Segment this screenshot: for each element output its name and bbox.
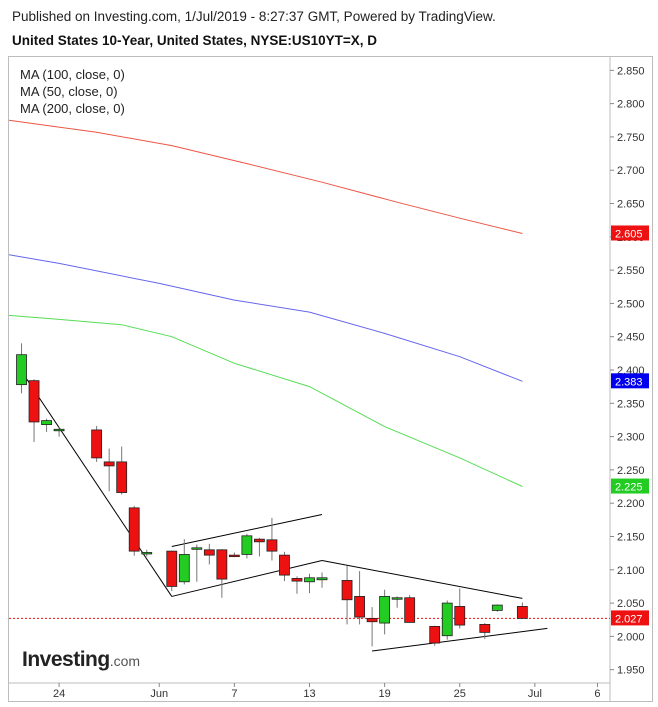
candle-body xyxy=(379,596,391,624)
y-tick-label: 2.850 xyxy=(617,65,645,77)
candle-body xyxy=(28,380,40,423)
price-label: 2.605 xyxy=(611,225,649,241)
price-label: 2.027 xyxy=(611,610,649,626)
candle-body xyxy=(116,461,128,493)
y-tick-label: 2.500 xyxy=(617,298,645,310)
candle-body xyxy=(203,549,215,556)
y-tick-label: 1.950 xyxy=(617,665,645,677)
candle-body xyxy=(516,606,528,619)
investing-logo: Investing.com xyxy=(22,648,140,672)
y-tick-label: 2.100 xyxy=(617,565,645,577)
candle-body xyxy=(404,597,416,623)
y-tick-label: 2.750 xyxy=(617,132,645,144)
moving-average-line xyxy=(8,119,523,234)
candle-body xyxy=(53,428,65,432)
candle-body xyxy=(266,539,278,552)
indicator-legend: MA (100, close, 0) MA (50, close, 0) MA … xyxy=(20,66,125,117)
candle-body xyxy=(191,547,203,550)
y-tick-label: 2.550 xyxy=(617,265,645,277)
legend-ma200[interactable]: MA (200, close, 0) xyxy=(20,101,125,116)
published-line: Published on Investing.com, 1/Jul/2019 -… xyxy=(12,9,496,24)
x-tick-label: 13 xyxy=(303,688,315,700)
candle-body xyxy=(103,461,115,467)
moving-average-line xyxy=(8,254,523,382)
moving-average-line xyxy=(8,314,523,487)
candle-body xyxy=(91,429,103,459)
x-tick-label: Jun xyxy=(150,688,168,700)
candle-body xyxy=(254,538,265,543)
candle-body xyxy=(166,550,178,587)
y-tick-label: 2.700 xyxy=(617,165,645,177)
trendline xyxy=(372,627,548,652)
x-tick-label: 25 xyxy=(454,688,466,700)
logo-wordmark: Investing xyxy=(22,648,110,671)
x-tick-label: Jul xyxy=(528,688,542,700)
legend-ma100[interactable]: MA (100, close, 0) xyxy=(20,67,125,82)
price-label-text: 2.027 xyxy=(615,613,643,625)
x-tick-label: 6 xyxy=(594,688,600,700)
candle-body xyxy=(141,552,153,555)
y-tick-label: 2.250 xyxy=(617,465,645,477)
candle-body xyxy=(216,549,228,580)
y-tick-label: 2.800 xyxy=(617,99,645,111)
candle-body xyxy=(391,597,403,600)
candle-body xyxy=(341,580,353,601)
y-tick-label: 2.300 xyxy=(617,432,645,444)
y-tick-label: 2.450 xyxy=(617,332,645,344)
candle-body xyxy=(291,578,303,582)
candle-body xyxy=(366,618,378,623)
trendline xyxy=(21,371,173,597)
trendline xyxy=(171,559,323,597)
price-label-bg xyxy=(611,373,649,389)
price-label: 2.225 xyxy=(611,478,649,494)
candle-body xyxy=(16,354,27,386)
candle-body xyxy=(178,554,190,583)
y-tick-label: 2.050 xyxy=(617,598,645,610)
price-label-text: 2.225 xyxy=(615,482,643,494)
y-tick-label: 2.650 xyxy=(617,199,645,211)
y-tick-label: 2.000 xyxy=(617,631,645,643)
candle-body xyxy=(279,554,290,576)
candle-body xyxy=(304,577,315,583)
x-tick-label: 24 xyxy=(53,688,65,700)
price-label-text: 2.383 xyxy=(615,376,643,388)
candle-body xyxy=(241,535,253,555)
y-tick-label: 2.350 xyxy=(617,398,645,410)
candle-body xyxy=(491,604,503,611)
x-tick-label: 19 xyxy=(379,688,391,700)
price-label-bg xyxy=(611,225,649,241)
legend-ma50[interactable]: MA (50, close, 0) xyxy=(20,84,118,99)
candle-body xyxy=(128,507,140,552)
candle-body xyxy=(316,577,328,581)
trendline xyxy=(321,559,523,599)
candle-body xyxy=(479,623,491,633)
x-tick-label: 7 xyxy=(231,688,237,700)
trendline xyxy=(171,514,323,547)
price-label-bg xyxy=(611,610,649,626)
price-label-text: 2.605 xyxy=(615,228,643,240)
price-label-bg xyxy=(611,478,649,494)
y-tick-label: 2.150 xyxy=(617,531,645,543)
candle-body xyxy=(354,596,365,618)
price-label: 2.383 xyxy=(611,373,649,389)
candle-body xyxy=(41,420,52,426)
candle-body xyxy=(228,554,240,558)
chart-title: United States 10-Year, United States, NY… xyxy=(12,33,378,48)
logo-suffix: .com xyxy=(109,653,141,669)
y-tick-label: 2.200 xyxy=(617,498,645,510)
chart-frame xyxy=(8,56,653,702)
candle-body xyxy=(429,625,441,644)
candle-body xyxy=(454,606,466,626)
candle-body xyxy=(441,602,453,637)
